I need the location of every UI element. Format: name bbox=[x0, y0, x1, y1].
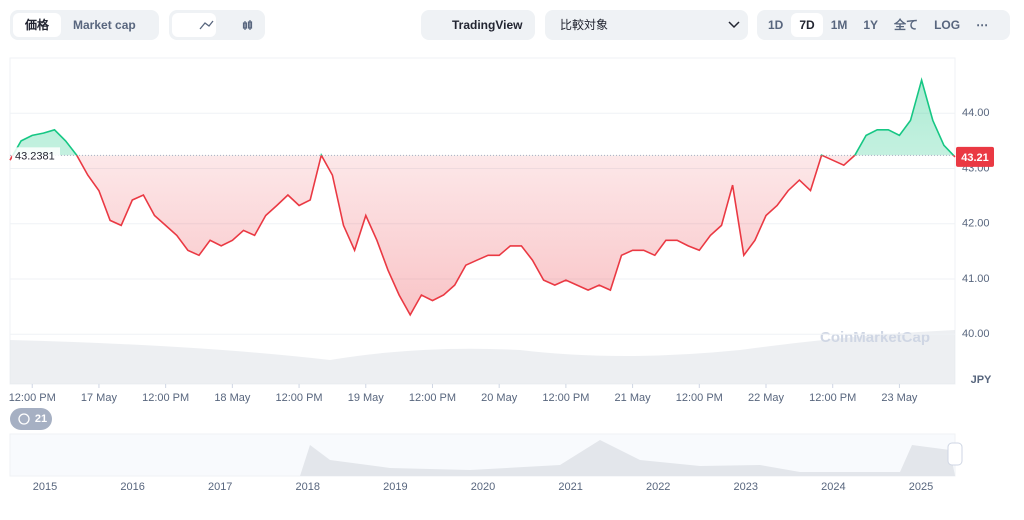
candle-icon[interactable] bbox=[216, 13, 260, 37]
navigator-year: 2019 bbox=[383, 481, 407, 493]
area-down bbox=[10, 155, 955, 315]
plot-frame bbox=[9, 57, 956, 385]
current-price-box bbox=[956, 146, 994, 167]
x-tick-label: 12:00 PM bbox=[542, 392, 589, 404]
area-up bbox=[10, 80, 955, 156]
badge-count: 21 bbox=[35, 413, 47, 425]
more-button[interactable]: ⋯ bbox=[976, 18, 989, 32]
range-button[interactable]: 全て bbox=[894, 18, 919, 32]
event-badge[interactable] bbox=[10, 408, 52, 430]
y-tick-label: 42.00 bbox=[962, 218, 990, 230]
x-tick-label: 23 May bbox=[881, 392, 918, 404]
chart-type-group bbox=[169, 10, 265, 40]
x-tick-label: 12:00 PM bbox=[9, 392, 56, 404]
navigator-year: 2016 bbox=[120, 481, 144, 493]
compare-label: 比較対象 bbox=[560, 18, 609, 32]
current-price-label: 43.21 bbox=[961, 152, 989, 164]
x-tick-label: 18 May bbox=[214, 392, 251, 404]
navigator-year: 2022 bbox=[646, 481, 670, 493]
tab[interactable]: Market cap bbox=[73, 18, 136, 32]
navigator-handle[interactable] bbox=[947, 442, 963, 466]
x-tick-label: 12:00 PM bbox=[809, 392, 856, 404]
range-button[interactable]: 1Y bbox=[863, 18, 879, 32]
x-tick-label: 19 May bbox=[348, 392, 385, 404]
x-tick-label: 17 May bbox=[81, 392, 118, 404]
x-tick-label: 12:00 PM bbox=[409, 392, 456, 404]
x-tick-label: 22 May bbox=[748, 392, 785, 404]
range-button[interactable]: 1M bbox=[830, 18, 848, 32]
compare-dropdown[interactable]: 比較対象 bbox=[545, 10, 748, 40]
volume-area bbox=[10, 330, 955, 384]
y-tick-label: 41.00 bbox=[962, 273, 990, 285]
x-tick-label: 12:00 PM bbox=[676, 392, 723, 404]
badge-icon bbox=[18, 413, 30, 425]
x-tick-label: 20 May bbox=[481, 392, 518, 404]
navigator-year: 2020 bbox=[471, 481, 495, 493]
y-tick-label: 44.00 bbox=[962, 107, 990, 119]
navigator-year: 2015 bbox=[33, 481, 57, 493]
y-tick-label: 43.00 bbox=[962, 162, 990, 174]
price-line-down bbox=[9, 155, 956, 317]
tradingview-button[interactable]: TradingView bbox=[421, 10, 535, 40]
range-button[interactable]: 1D bbox=[768, 18, 784, 32]
navigator-area bbox=[10, 440, 955, 476]
x-tick-label: 12:00 PM bbox=[276, 392, 323, 404]
tab-group: 価格 Market cap bbox=[10, 10, 159, 40]
watermark: CoinMarketCap bbox=[820, 329, 930, 346]
range-button[interactable]: 7D bbox=[791, 13, 823, 37]
price-line-up bbox=[11, 77, 955, 156]
navigator bbox=[9, 433, 956, 477]
navigator-year: 2023 bbox=[734, 481, 758, 493]
baseline-label: 43.2381 bbox=[15, 150, 55, 162]
x-tick-label: 12:00 PM bbox=[142, 392, 189, 404]
line-icon[interactable] bbox=[172, 13, 216, 37]
navigator-year: 2025 bbox=[909, 481, 933, 493]
navigator-year: 2018 bbox=[296, 481, 320, 493]
x-tick-label: 21 May bbox=[615, 392, 652, 404]
navigator-year: 2024 bbox=[821, 481, 845, 493]
tab[interactable]: 価格 bbox=[13, 13, 62, 37]
y-tick-label: 40.00 bbox=[962, 328, 990, 340]
baseline-label-bg bbox=[12, 147, 60, 164]
range-group: 1D 7D 1M 1Y 全て LOG ⋯ bbox=[757, 10, 1010, 40]
navigator-year: 2017 bbox=[208, 481, 232, 493]
navigator-year: 2021 bbox=[558, 481, 582, 493]
y-unit: JPY bbox=[971, 374, 992, 386]
tradingview-label: TradingView bbox=[452, 18, 523, 32]
range-button[interactable]: LOG bbox=[934, 18, 961, 32]
chevron bbox=[728, 21, 740, 29]
